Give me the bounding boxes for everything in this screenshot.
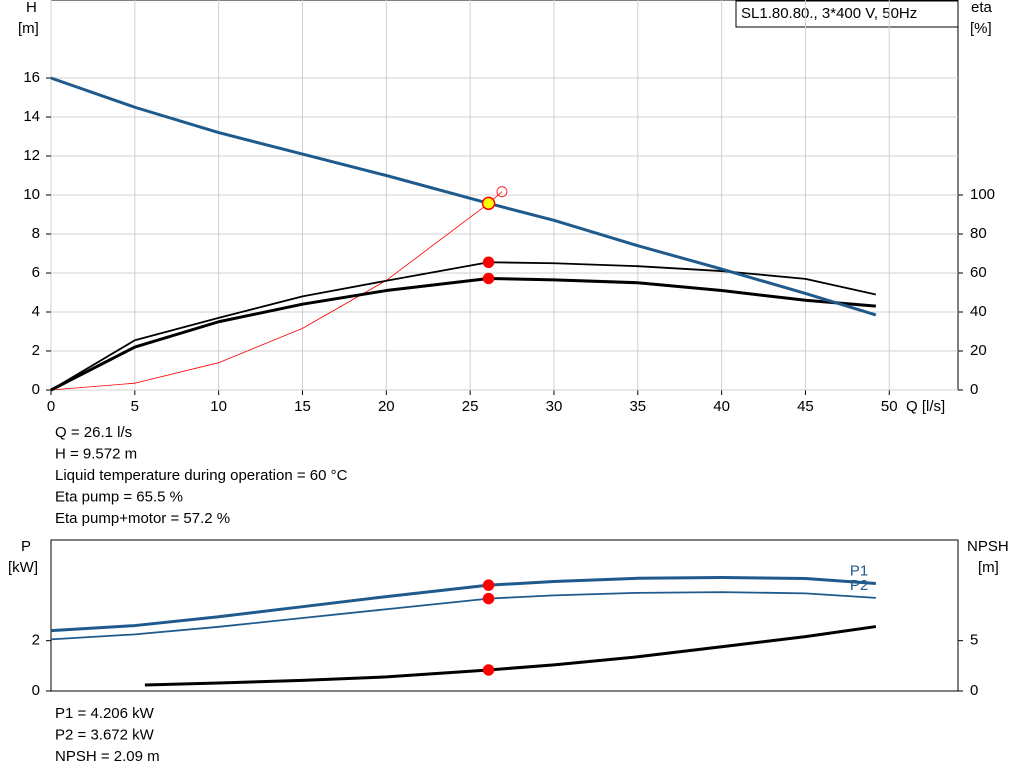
curve	[50, 575, 876, 633]
x-tick-label: 30	[546, 398, 563, 415]
info-line: H = 9.572 m	[55, 445, 137, 462]
operating-point	[482, 256, 495, 269]
operating-point	[482, 592, 495, 605]
y2-label: eta	[971, 0, 993, 16]
y2-tick-label: 5	[970, 632, 978, 649]
operating-point	[482, 272, 495, 285]
y-unit: [m]	[18, 20, 39, 37]
y2-label: NPSH	[967, 538, 1009, 555]
y2-tick-label: 0	[970, 381, 978, 398]
info-line: P1 = 4.206 kW	[55, 705, 155, 722]
y-tick-label: 14	[23, 108, 40, 125]
operating-point	[481, 196, 496, 211]
info-line: Eta pump+motor = 57.2 %	[55, 510, 230, 527]
x-tick-label: 40	[713, 398, 730, 415]
y2-tick-label: 40	[970, 303, 987, 320]
info-line: P2 = 3.672 kW	[55, 726, 155, 743]
y-tick-label: 0	[32, 381, 40, 398]
info-line: Eta pump = 65.5 %	[55, 488, 183, 505]
x-tick-label: 25	[462, 398, 479, 415]
curve	[50, 591, 876, 641]
y2-tick-label: 60	[970, 264, 987, 281]
end-marker	[496, 186, 508, 198]
x-tick-label: 15	[294, 398, 311, 415]
y2-tick-label: 80	[970, 225, 987, 242]
y-tick-label: 2	[32, 632, 40, 649]
model-box	[735, 0, 959, 28]
y-tick-label: 6	[32, 264, 40, 281]
y-label: H	[26, 0, 37, 16]
info-line: NPSH = 2.09 m	[55, 748, 160, 765]
operating-point	[482, 579, 495, 591]
x-tick-label: 35	[629, 398, 646, 415]
y2-tick-label: 100	[970, 186, 995, 203]
y-label: P	[21, 538, 31, 555]
x-tick-label: 45	[797, 398, 814, 415]
series-label: P2	[850, 577, 868, 594]
x-tick-label: 5	[131, 398, 139, 415]
curve	[144, 625, 877, 687]
x-tick-label: 0	[47, 398, 55, 415]
bottom-plot-frame	[50, 539, 959, 692]
y-tick-label: 12	[23, 147, 40, 164]
series-label: P1	[850, 563, 868, 580]
y2-tick-label: 0	[970, 682, 978, 699]
curve	[50, 76, 877, 317]
operating-point	[482, 664, 495, 676]
y-tick-label: 2	[32, 342, 40, 359]
curve	[50, 191, 503, 391]
model: SL1.80.80., 3*400 V, 50Hz	[741, 5, 917, 22]
x-tick-label: 10	[210, 398, 227, 415]
y-tick-label: 4	[32, 303, 40, 320]
y2-unit: [%]	[970, 20, 992, 37]
y-tick-label: 10	[23, 186, 40, 203]
y-tick-label: 0	[32, 682, 40, 699]
y-tick-label: 16	[23, 69, 40, 86]
y-tick-label: 8	[32, 225, 40, 242]
y-unit: [kW]	[8, 559, 38, 576]
x-label: Q [l/s]	[906, 398, 945, 415]
info-line: Q = 26.1 l/s	[55, 424, 132, 441]
x-tick-label: 20	[378, 398, 395, 415]
y2-tick-label: 20	[970, 342, 987, 359]
x-tick-label: 50	[881, 398, 898, 415]
y2-unit: [m]	[978, 559, 999, 576]
info-line: Liquid temperature during operation = 60…	[55, 467, 348, 484]
